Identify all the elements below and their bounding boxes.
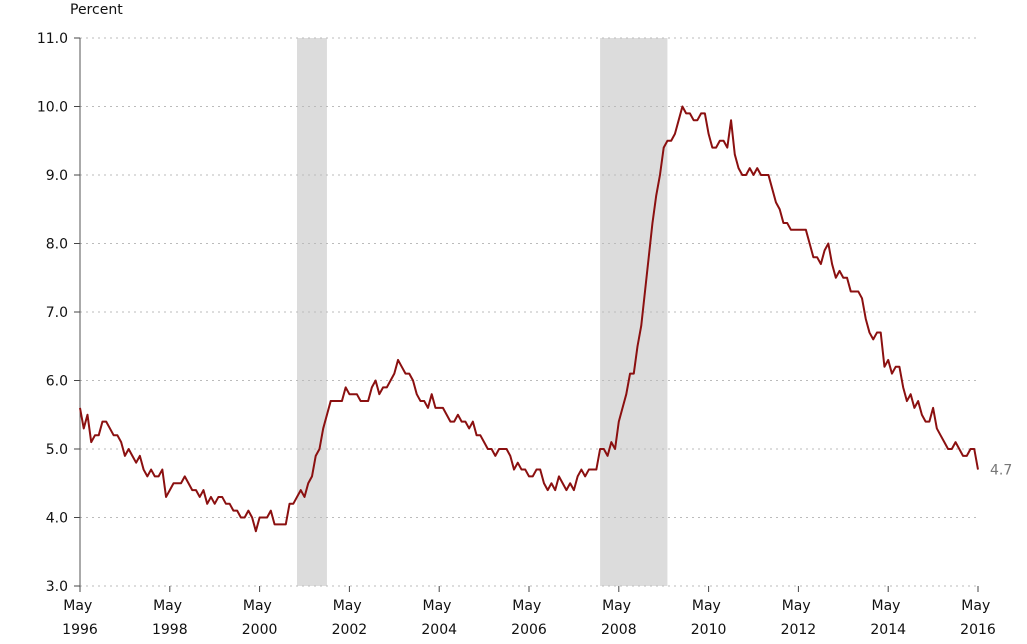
x-tick-label: May 2008	[601, 598, 637, 638]
y-tick-label: 6.0	[46, 374, 68, 390]
x-tick-label: May 2014	[870, 598, 906, 638]
x-tick-label: May 2012	[781, 598, 817, 638]
y-tick-label: 10.0	[37, 100, 68, 116]
shaded-period	[297, 38, 327, 586]
x-tick-label: May 1998	[152, 598, 188, 638]
y-tick-label: 8.0	[46, 237, 68, 253]
x-tick-label: May 2000	[242, 598, 278, 638]
y-tick-label: 4.0	[46, 511, 68, 527]
end-value-label: 4.7	[990, 463, 1012, 479]
x-tick-label: May 2004	[421, 598, 457, 638]
y-axis-title: Percent	[70, 2, 123, 18]
y-tick-label: 3.0	[46, 579, 68, 595]
y-tick-label: 11.0	[37, 31, 68, 47]
x-tick-label: May 2010	[691, 598, 727, 638]
y-tick-label: 7.0	[46, 305, 68, 321]
x-tick-label: May 2006	[511, 598, 547, 638]
x-tick-label: May 2016	[960, 598, 996, 638]
x-tick-label: May 2002	[332, 598, 368, 638]
x-tick-label: May 1996	[62, 598, 98, 638]
y-tick-label: 5.0	[46, 442, 68, 458]
y-tick-label: 9.0	[46, 168, 68, 184]
line-series	[79, 105, 979, 533]
